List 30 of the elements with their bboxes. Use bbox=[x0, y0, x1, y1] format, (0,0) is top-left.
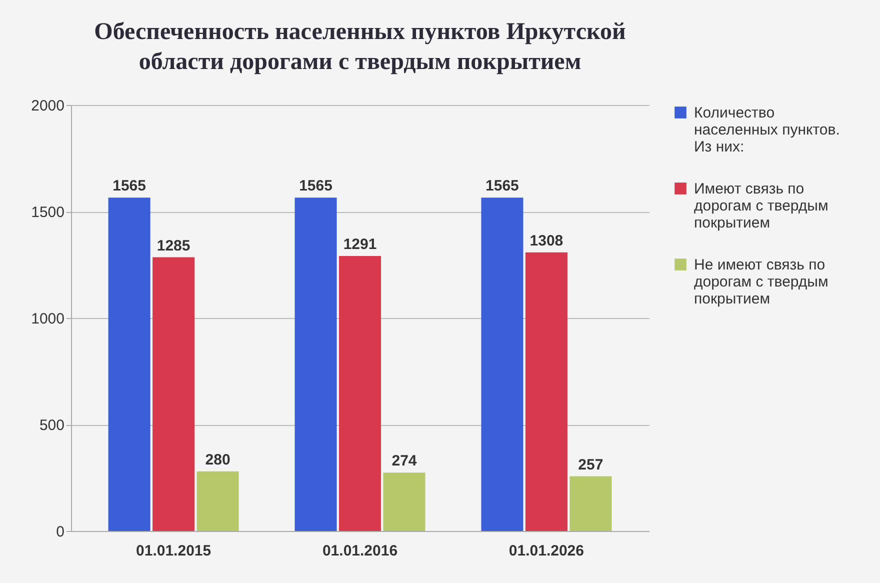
x-tick-label: 01.01.2026 bbox=[508, 542, 584, 560]
data-label: 274 bbox=[392, 452, 418, 470]
data-label: 1565 bbox=[112, 178, 146, 195]
data-label: 1285 bbox=[156, 237, 190, 254]
bar bbox=[383, 472, 426, 531]
y-tick-label: 500 bbox=[39, 417, 64, 434]
bar bbox=[570, 476, 612, 531]
x-tick-label: 01.01.2016 bbox=[322, 542, 398, 560]
x-tick-label: 01.01.2015 bbox=[136, 542, 212, 560]
bar bbox=[108, 198, 150, 531]
data-label: 257 bbox=[578, 456, 604, 474]
y-tick-label: 1000 bbox=[31, 310, 64, 328]
chart-title: Обеспеченность населенных пунктов Иркутской области дорогами с твердым покрытием bbox=[94, 19, 626, 75]
legend-label: Не имеют связь по дорогам с твердым покрытием bbox=[694, 256, 828, 308]
bar bbox=[294, 198, 337, 531]
bar bbox=[152, 257, 195, 531]
legend-label: Количество населенных пунктов. Из них: bbox=[694, 104, 840, 156]
bar bbox=[525, 252, 568, 531]
data-label: 1565 bbox=[299, 178, 332, 195]
data-label: 1565 bbox=[486, 178, 519, 195]
y-tick-label: 1500 bbox=[31, 204, 64, 221]
data-label: 280 bbox=[205, 451, 230, 468]
data-label: 1308 bbox=[530, 232, 564, 250]
y-tick-label: 0 bbox=[56, 524, 64, 540]
bar bbox=[481, 198, 524, 531]
bar bbox=[338, 256, 382, 531]
y-tick-label: 2000 bbox=[31, 98, 64, 114]
data-label: 1291 bbox=[343, 236, 377, 254]
legend-label: Имеют связь по дорогам с твердым покрытием bbox=[694, 180, 828, 232]
bar bbox=[196, 471, 239, 531]
